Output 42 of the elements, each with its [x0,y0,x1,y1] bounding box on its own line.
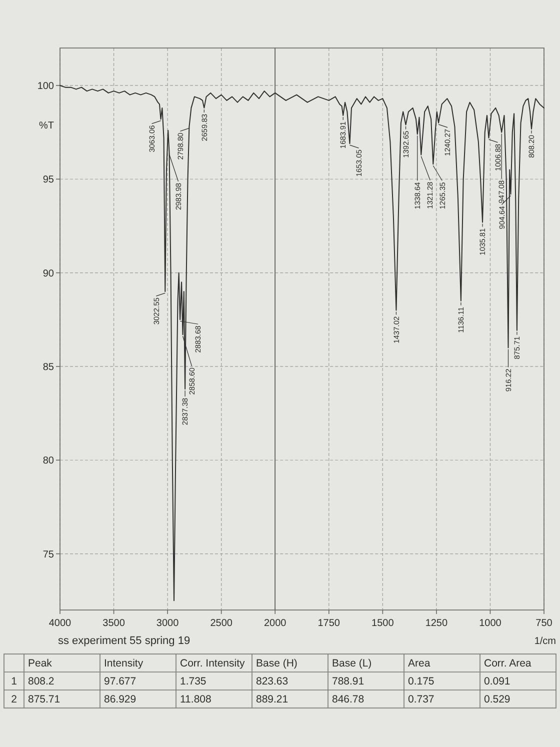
category-label: Corr. Area [484,658,532,670]
y-tick-label: 95 [42,174,54,186]
text: 823.63 [256,676,288,688]
text: 11.808 [180,694,212,706]
y-tick-label: 80 [42,456,54,467]
text: 0.091 [484,676,510,688]
text: 808.2 [28,676,54,688]
x-tick-label: 1250 [425,618,448,629]
x-tick-label: 1750 [318,618,340,629]
x-tick-label: 2000 [264,618,287,629]
category-label: Base (L) [332,658,372,670]
y-tick-label: 75 [42,549,54,560]
x-tick-label: 1000 [479,618,502,629]
text: 846.78 [332,694,364,706]
text: 889.21 [256,694,288,706]
y-tick-label: 85 [42,362,54,373]
category-label: Peak [28,658,53,670]
category-label: 1 [11,676,17,688]
text: 1.735 [180,676,206,688]
x-tick-label: 1500 [372,618,394,629]
text: ss experiment 55 spring 19 [58,635,190,647]
x-axis-title: 1/cm [534,636,556,647]
category-label: Area [408,658,430,670]
category-label: Corr. Intensity [180,658,246,670]
text: 788.91 [332,676,364,688]
y-axis-title: %T [39,120,54,132]
text: 0.175 [408,676,434,688]
text: 0.529 [484,694,510,706]
x-tick-label: 750 [536,618,553,629]
text: 0.737 [408,694,434,706]
x-tick-label: 3500 [102,618,126,629]
x-tick-label: 2500 [210,618,233,629]
y-tick-label: 90 [42,268,54,280]
x-tick-label: 4000 [48,618,72,629]
text: 97.677 [104,676,136,688]
category-label: Intensity [104,658,144,670]
category-label: 2 [11,694,17,706]
text: 875.71 [28,694,60,706]
y-tick-label: 100 [37,80,54,92]
text: 86.929 [104,694,136,706]
x-tick-label: 3000 [156,618,180,629]
category-label: Base (H) [256,658,298,670]
